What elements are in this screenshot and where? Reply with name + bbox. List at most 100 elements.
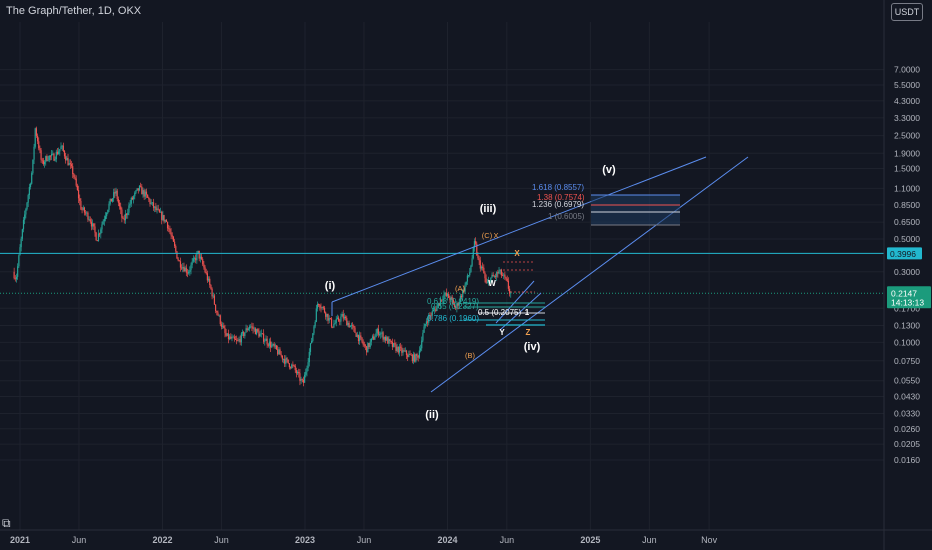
candle-body xyxy=(210,284,212,289)
candle-body xyxy=(87,212,89,220)
time-axis[interactable]: 2021 Jun 2022 Jun 2023 Jun 2024 Jun 2025 Jun Nov xyxy=(0,529,932,545)
candle-body xyxy=(369,341,371,348)
candle-body xyxy=(432,309,435,312)
candle-body xyxy=(214,304,217,311)
candle-body xyxy=(178,260,180,262)
candlestick-series xyxy=(13,126,512,387)
candle-body xyxy=(76,185,78,191)
candle-body xyxy=(335,318,337,323)
candle-body xyxy=(161,211,163,220)
candle-body xyxy=(60,146,62,150)
candle-body xyxy=(202,259,204,265)
candle-body xyxy=(196,253,198,261)
price-tick-label: 3.3000 xyxy=(894,113,920,123)
last-price-tag xyxy=(887,286,931,309)
candle-body xyxy=(99,233,101,235)
candle-body xyxy=(231,337,233,339)
candle-body xyxy=(264,340,266,342)
candle-body xyxy=(472,247,474,259)
candle-body xyxy=(285,358,287,364)
candle-body xyxy=(429,315,431,316)
candle-body xyxy=(243,331,245,337)
candle-body xyxy=(40,150,42,160)
candle-body xyxy=(36,135,39,142)
candle-body xyxy=(445,292,447,296)
candle-body xyxy=(289,367,292,368)
candle-body xyxy=(503,274,505,276)
candle-body xyxy=(129,203,131,206)
candle-body xyxy=(223,325,225,329)
candle-body xyxy=(263,333,265,342)
candle-body xyxy=(47,160,49,161)
candle-body xyxy=(311,340,313,344)
candle-body xyxy=(144,191,146,197)
candle-body xyxy=(154,206,156,208)
candle-body xyxy=(230,336,232,339)
wxyz-number-label: 1 xyxy=(525,308,530,317)
candle-body xyxy=(257,329,259,332)
candle-body xyxy=(97,233,100,241)
tradingview-logo-icon[interactable]: ⧉ xyxy=(2,516,11,530)
candle-body xyxy=(353,326,355,328)
candle-body xyxy=(136,188,138,191)
candle-body xyxy=(74,177,76,179)
candle-body xyxy=(34,128,36,147)
price-tick-label: 0.0260 xyxy=(894,424,920,434)
candle-body xyxy=(189,270,191,272)
candle-body xyxy=(437,302,439,307)
candle-body xyxy=(42,160,45,165)
candle-body xyxy=(38,141,40,149)
candle-body xyxy=(92,223,94,227)
candle-body xyxy=(32,159,34,174)
candle-body xyxy=(124,214,127,221)
candle-body xyxy=(484,272,486,279)
candle-body xyxy=(446,293,449,296)
candle-body xyxy=(53,153,55,161)
candle-body xyxy=(506,278,508,281)
candle-body xyxy=(254,328,257,335)
last-price-countdown: 14:13:13 xyxy=(891,297,924,307)
wave-label: (v) xyxy=(602,164,616,176)
candle-body xyxy=(81,209,83,211)
candle-body xyxy=(425,321,428,324)
candle-body xyxy=(65,156,67,161)
candle-body xyxy=(79,198,81,201)
candle-body xyxy=(414,354,416,362)
candle-body xyxy=(322,307,324,308)
candle-body xyxy=(491,274,493,278)
candle-body xyxy=(288,363,290,368)
candle-body xyxy=(48,155,50,161)
candle-body xyxy=(135,190,137,193)
candle-body xyxy=(501,275,504,277)
candle-body xyxy=(281,355,283,360)
candle-body xyxy=(75,178,77,186)
candle-body xyxy=(304,374,306,383)
candle-body xyxy=(314,321,316,327)
candle-body xyxy=(301,379,303,381)
candle-body xyxy=(321,307,323,309)
candle-body xyxy=(350,325,353,327)
price-tick-label: 0.8500 xyxy=(894,200,920,210)
candle-body xyxy=(470,265,472,273)
candle-body xyxy=(19,247,21,256)
candle-body xyxy=(182,266,184,269)
candle-body xyxy=(147,194,149,198)
candle-body xyxy=(272,343,274,345)
candle-body xyxy=(293,365,295,366)
currency-button[interactable]: USDT xyxy=(891,3,923,21)
candle-body xyxy=(109,198,111,204)
candle-body xyxy=(90,221,93,227)
price-tick-label: 1.5000 xyxy=(894,163,920,173)
candle-body xyxy=(26,202,28,210)
candle-body xyxy=(145,191,148,195)
candle-body xyxy=(152,202,155,208)
candle-body xyxy=(356,334,358,337)
candle-body xyxy=(163,215,165,222)
candle-body xyxy=(238,339,240,341)
candle-body xyxy=(300,379,302,381)
candle-body xyxy=(190,264,192,271)
fib-extension-label: 1.38 (0.7574) xyxy=(537,193,585,202)
candle-body xyxy=(312,333,314,341)
price-axis[interactable]: 7.0000 5.5000 4.3000 3.3000 2.5000 1.9000 1.50… xyxy=(883,0,931,550)
